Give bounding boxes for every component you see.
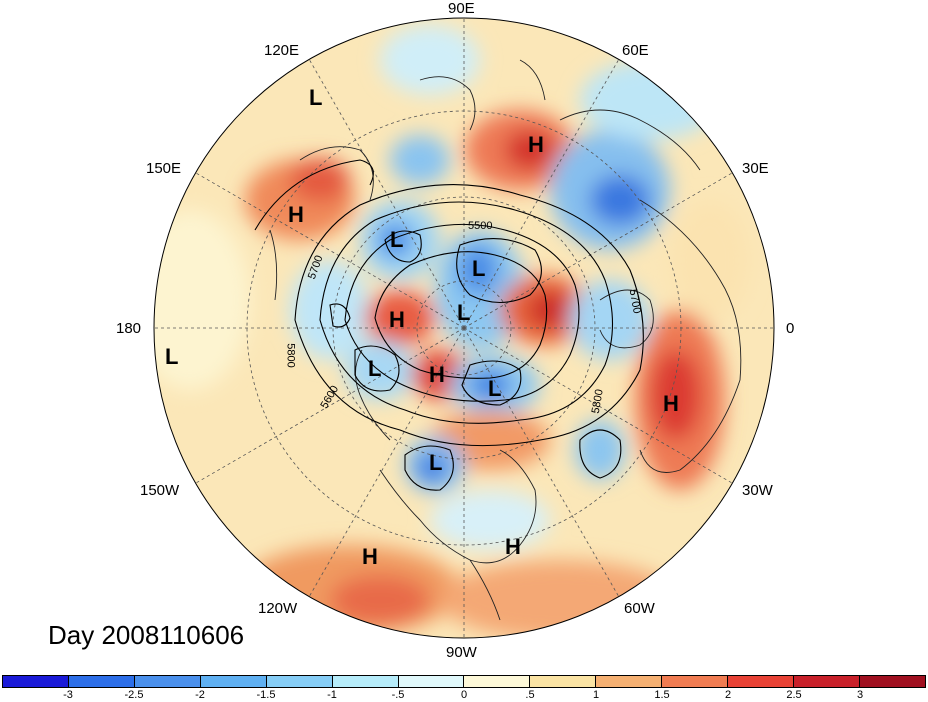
date-title: Day 2008110606 [48, 620, 245, 650]
lon-label-180: 180 [116, 320, 142, 337]
low-pressure-marker: L [472, 256, 486, 281]
lon-label-60w: 60W [624, 600, 655, 617]
colorbar-tick-label: -1 [327, 689, 337, 701]
colorbar-swatch [728, 676, 795, 687]
low-pressure-marker: L [165, 344, 179, 369]
contour-label: 5800 [284, 343, 297, 368]
height-contours [254, 159, 644, 491]
colorbar-swatch [464, 676, 531, 687]
lon-label-0: 0 [786, 320, 795, 337]
high-pressure-marker: H [362, 544, 378, 569]
colorbar-tick-label: 1 [592, 689, 600, 701]
lon-label-150w: 150W [140, 482, 180, 499]
colorbar-tick-label: -2.5 [124, 689, 144, 701]
high-pressure-marker: H [663, 391, 679, 416]
colorbar-tick-label: 0 [460, 689, 468, 701]
longitude-gridlines [154, 18, 774, 638]
colorbar-tick-label: 3 [856, 689, 864, 701]
colorbar-tick-label: -2 [195, 689, 205, 701]
low-pressure-marker: L [390, 227, 404, 252]
colorbar-tick-label: 2.5 [786, 689, 802, 701]
low-pressure-marker: L [488, 376, 502, 401]
colorbar-swatch [3, 676, 69, 687]
low-pressure-marker: L [309, 85, 323, 110]
colorbar-swatch [332, 676, 399, 687]
high-pressure-marker: H [429, 362, 445, 387]
contour-label: 5500 [468, 220, 493, 232]
high-pressure-marker: H [288, 202, 304, 227]
low-pressure-marker: L [429, 450, 443, 475]
lon-label-90e: 90E [448, 0, 475, 17]
colorbar-swatch [794, 676, 860, 687]
lon-label-120w: 120W [258, 600, 298, 617]
lon-label-120e: 120E [264, 42, 300, 59]
lon-label-150e: 150E [146, 160, 182, 177]
high-pressure-marker: H [505, 534, 521, 559]
coastlines [269, 59, 742, 621]
colorbar [2, 675, 926, 688]
colorbar-swatch [398, 676, 465, 687]
lon-label-90w: 90W [446, 644, 477, 661]
low-pressure-marker: L [368, 356, 382, 381]
high-pressure-marker: H [528, 132, 544, 157]
colorbar-tick-label: .5 [525, 689, 535, 701]
colorbar-swatch [662, 676, 729, 687]
colorbar-tick-label: -.5 [391, 689, 405, 701]
colorbar-tick-label: 1.5 [654, 689, 670, 701]
anomaly-field [154, 25, 750, 638]
lon-label-30e: 30E [742, 160, 769, 177]
low-pressure-marker: L [457, 300, 471, 325]
colorbar-swatch [266, 676, 333, 687]
map-border [153, 17, 775, 639]
colorbar-swatch [859, 676, 925, 687]
lon-label-30w: 30W [742, 482, 773, 499]
colorbar-tick-label: -3 [63, 689, 73, 701]
colorbar-swatch [134, 676, 201, 687]
colorbar-tick-label: 2 [724, 689, 732, 701]
colorbar-swatch [68, 676, 135, 687]
lon-label-60e: 60E [622, 42, 649, 59]
colorbar-swatch [530, 676, 597, 687]
colorbar-tick-label: -1.5 [256, 689, 276, 701]
colorbar-swatch [596, 676, 663, 687]
high-pressure-marker: H [389, 307, 405, 332]
colorbar-swatch [200, 676, 267, 687]
